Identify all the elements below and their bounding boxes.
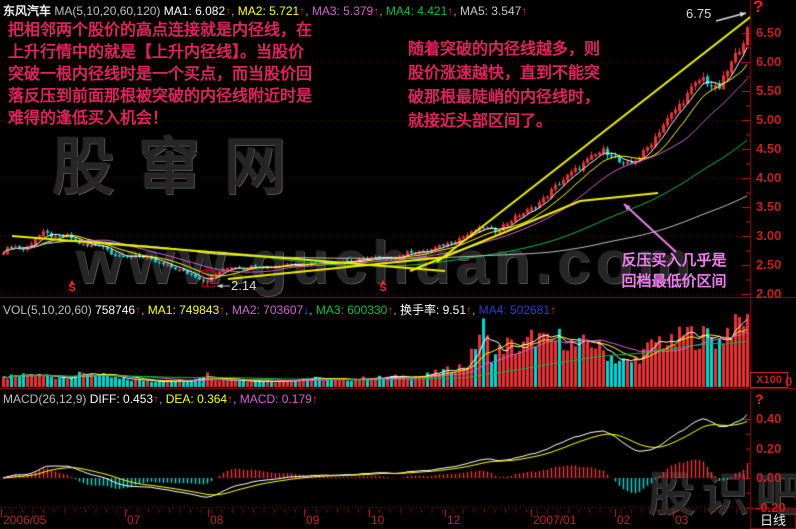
period-selector-daily[interactable]: 日线	[759, 513, 786, 528]
